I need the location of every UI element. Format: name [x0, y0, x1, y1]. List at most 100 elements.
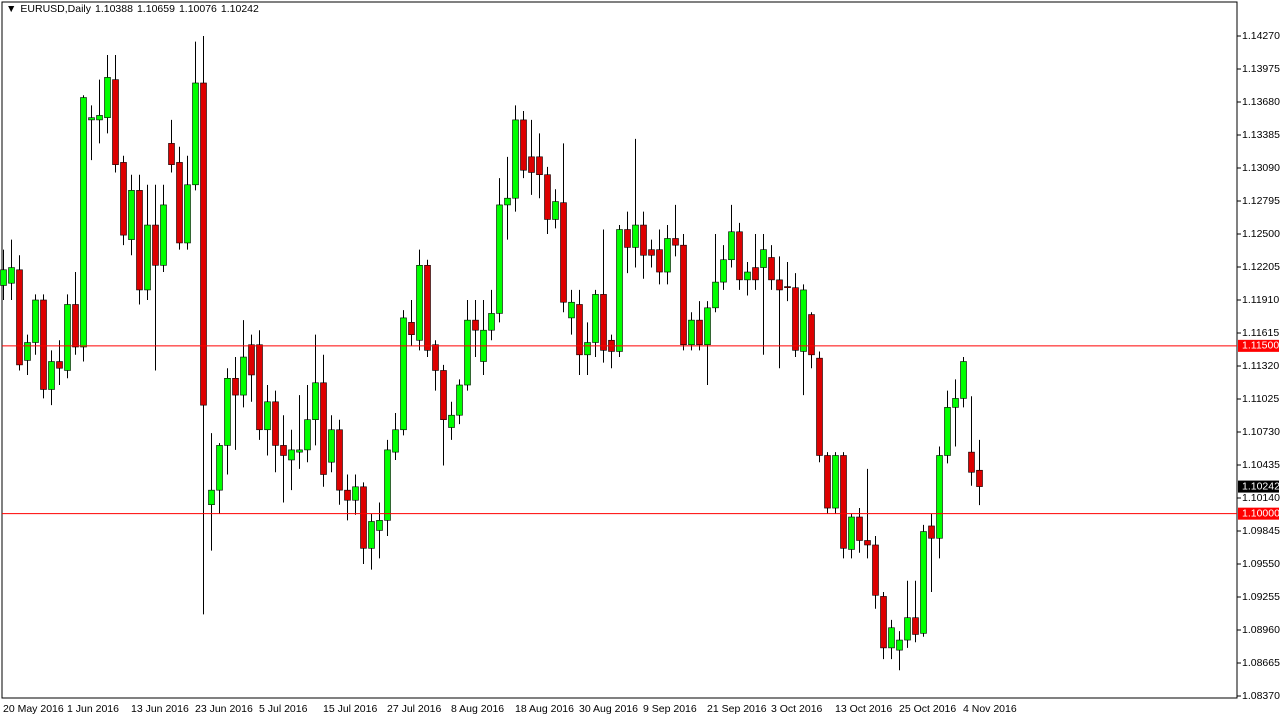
candle-body — [344, 489, 351, 501]
last-price-tag — [1238, 480, 1279, 493]
y-tick-label: 1.12500 — [1242, 228, 1280, 240]
candle-body — [376, 520, 383, 531]
candle-body — [152, 224, 159, 266]
candle-body — [560, 202, 567, 303]
candle-body — [360, 486, 367, 549]
y-tick-label: 1.09845 — [1242, 525, 1280, 537]
candle-body — [320, 382, 327, 475]
candle-body — [368, 521, 375, 549]
candle-body — [496, 204, 503, 314]
x-tick-label: 8 Aug 2016 — [451, 703, 504, 715]
candle-body — [224, 378, 231, 446]
candle-body — [976, 469, 983, 487]
candle-body — [512, 119, 519, 199]
x-tick-label: 25 Oct 2016 — [899, 703, 956, 715]
candle-body — [208, 489, 215, 506]
y-tick-label: 1.08960 — [1242, 624, 1280, 636]
candle-body — [104, 77, 111, 118]
candle-body — [288, 449, 295, 461]
y-tick-label: 1.13680 — [1242, 96, 1280, 108]
candle-body — [592, 294, 599, 343]
x-tick-label: 13 Jun 2016 — [131, 703, 189, 715]
candle-body — [840, 455, 847, 549]
y-tick-label: 1.11615 — [1242, 327, 1279, 339]
candle-body — [216, 445, 223, 491]
candle-body — [200, 82, 207, 406]
candle-body — [880, 596, 887, 649]
chart-header: ▼ EURUSD,Daily 1.10388 1.10659 1.10076 1.1024… — [6, 3, 263, 15]
candle-body — [904, 617, 911, 641]
candle-body — [264, 401, 271, 431]
menu-triangle[interactable]: ▼ — [6, 3, 17, 15]
candle-body — [168, 143, 175, 165]
x-tick-label: 27 Jul 2016 — [387, 703, 441, 715]
candle-body — [176, 162, 183, 244]
candle-body — [16, 269, 23, 366]
price-line-tag — [1238, 339, 1279, 352]
candle-body — [872, 544, 879, 596]
y-tick-label: 1.11910 — [1242, 294, 1279, 306]
candle-body — [848, 516, 855, 550]
candle-body — [952, 398, 959, 408]
candle-body — [24, 342, 31, 361]
y-tick-label: 1.13385 — [1242, 129, 1280, 141]
candle-body — [416, 265, 423, 341]
last-price-label: 1.10242 — [1242, 480, 1280, 492]
candle-body — [384, 449, 391, 521]
candle-body — [832, 455, 839, 509]
candle-body — [640, 224, 647, 256]
candle-body — [720, 259, 727, 283]
candle-body — [648, 249, 655, 256]
x-tick-label: 13 Oct 2016 — [835, 703, 892, 715]
y-tick-label: 1.08370 — [1242, 690, 1280, 702]
candle-body — [488, 313, 495, 331]
candle-body — [240, 356, 247, 396]
candle-body — [896, 639, 903, 651]
candle-body — [784, 286, 791, 288]
candle-body — [552, 201, 559, 220]
x-tick-label: 15 Jul 2016 — [323, 703, 377, 715]
candle-body — [792, 287, 799, 351]
candle-body — [120, 162, 127, 236]
candle-body — [472, 319, 479, 331]
ohlc-high: 1.10659 — [136, 3, 175, 15]
candle-body — [912, 617, 919, 635]
candle-body — [576, 304, 583, 356]
candle-body — [280, 445, 287, 456]
candle-body — [688, 319, 695, 346]
candle-body — [440, 370, 447, 420]
y-tick-label: 1.09255 — [1242, 591, 1280, 603]
price-line-label: 1.11500 — [1242, 340, 1279, 352]
y-tick-label: 1.10140 — [1242, 492, 1280, 504]
x-tick-label: 30 Aug 2016 — [579, 703, 638, 715]
y-tick-label: 1.10435 — [1242, 459, 1280, 471]
candle-body — [56, 361, 63, 369]
candle-body — [888, 627, 895, 649]
candle-body — [736, 231, 743, 281]
candle-body — [696, 319, 703, 346]
candle-body — [824, 455, 831, 509]
candle-body — [248, 344, 255, 376]
candle-body — [968, 451, 975, 473]
x-tick-label: 23 Jun 2016 — [195, 703, 253, 715]
candle-body — [408, 322, 415, 335]
candle-body — [64, 304, 71, 371]
candle-body — [568, 301, 575, 319]
candle-body — [672, 238, 679, 246]
candle-body — [800, 289, 807, 352]
candle-body — [960, 361, 967, 399]
candle-body — [136, 190, 143, 291]
candle-body — [32, 299, 39, 343]
ohlc-open: 1.10388 — [95, 3, 133, 15]
candle-body — [40, 299, 47, 390]
symbol: EURUSD,Daily — [20, 3, 91, 15]
price-line-tag — [1238, 507, 1279, 520]
candle-body — [456, 384, 463, 416]
y-tick-label: 1.12795 — [1242, 195, 1280, 207]
candle-body — [920, 531, 927, 634]
y-tick-label: 1.09550 — [1242, 558, 1280, 570]
candle-body — [328, 429, 335, 463]
candle-body — [144, 224, 151, 291]
candle-body — [520, 119, 527, 171]
